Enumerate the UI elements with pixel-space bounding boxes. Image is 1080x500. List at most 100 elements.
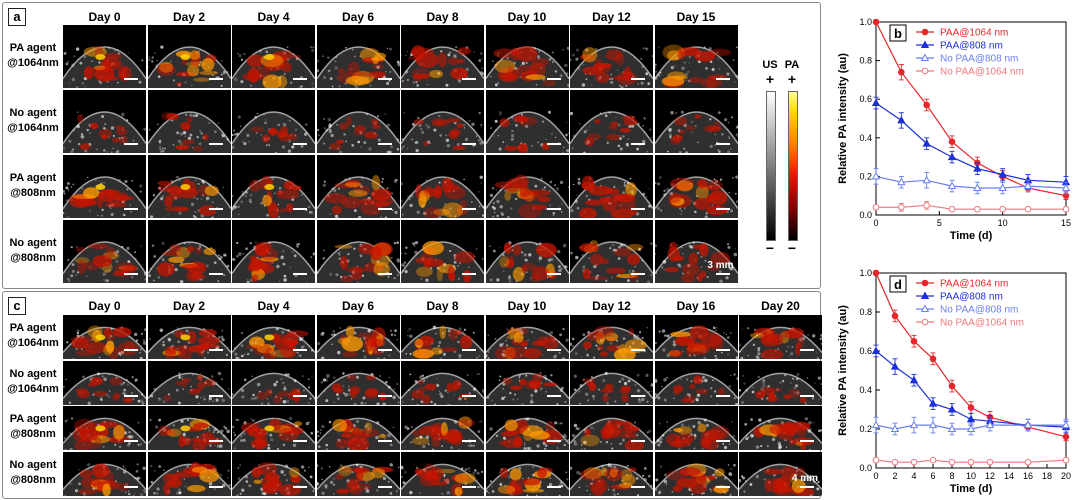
scale-bar bbox=[546, 273, 561, 275]
day-label: Day 2 bbox=[172, 10, 206, 24]
scale-bar bbox=[631, 485, 645, 488]
data-point bbox=[985, 420, 995, 429]
data-point bbox=[910, 337, 918, 345]
data-point bbox=[890, 424, 900, 432]
x-tick-label: 20 bbox=[1061, 471, 1071, 481]
ultrasound-pa-image bbox=[63, 90, 146, 153]
scale-bar bbox=[377, 78, 392, 80]
day-label: Day 4 bbox=[257, 10, 290, 24]
day-label: Day 12 bbox=[592, 299, 631, 313]
legend-label: No PAA@808 nm bbox=[940, 54, 1018, 65]
ultrasound-pa-image bbox=[401, 90, 484, 153]
ultrasound-pa-image bbox=[485, 451, 569, 496]
ultrasound-pa-image bbox=[485, 220, 569, 283]
data-point bbox=[920, 304, 930, 312]
ultrasound-pa-image bbox=[570, 90, 653, 153]
data-point bbox=[1061, 420, 1071, 429]
row-label: No agent @808nm bbox=[5, 236, 61, 266]
scale-bar bbox=[631, 78, 645, 80]
row-label-line: @808nm bbox=[10, 428, 56, 440]
y-tick-label: 0.4 bbox=[859, 133, 872, 143]
x-tick-label: 18 bbox=[1042, 471, 1052, 481]
scale-bar bbox=[631, 143, 645, 145]
ultrasound-pa-image bbox=[570, 25, 653, 88]
scale-bar bbox=[715, 78, 730, 80]
ultrasound-pa-image bbox=[316, 406, 400, 450]
scale-bar bbox=[377, 349, 392, 351]
x-tick-label: 16 bbox=[1023, 471, 1033, 481]
scale-bar bbox=[546, 349, 561, 351]
scale-bar bbox=[377, 485, 392, 488]
day-label: Day 6 bbox=[341, 299, 375, 313]
row-label: PA agent @1064nm bbox=[5, 41, 61, 71]
ultrasound-pa-image bbox=[401, 25, 484, 88]
legend-label: PAA@1064 nm bbox=[940, 279, 1008, 290]
y-tick-label: 0.6 bbox=[859, 94, 872, 104]
data-point bbox=[973, 164, 982, 172]
ultrasound-pa-image bbox=[63, 155, 146, 218]
scale-bar bbox=[208, 78, 223, 80]
ultrasound-pa-image bbox=[316, 220, 400, 283]
ultrasound-pa-image bbox=[63, 25, 146, 88]
day-label: Day 20 bbox=[761, 299, 800, 313]
series-3 bbox=[872, 201, 1070, 213]
data-point bbox=[947, 404, 957, 413]
scale-bar bbox=[124, 273, 138, 275]
ultrasound-pa-image bbox=[232, 155, 315, 218]
ultrasound-pa-image bbox=[654, 315, 738, 359]
panel-a: a US PA + + − − Day 0 Day 2 Day 4 Day 6 Day … bbox=[2, 2, 821, 289]
us-colorbar bbox=[766, 91, 776, 241]
legend-label: No PAA@1064 nm bbox=[940, 67, 1024, 78]
row-label-line: No agent bbox=[9, 458, 57, 471]
row-label-line: @808nm bbox=[10, 473, 56, 486]
panel-c: c Day 0 Day 2 Day 4 Day 6 Day 8 Day 10 Day 12 D… bbox=[2, 291, 822, 499]
ultrasound-pa-image bbox=[401, 220, 484, 283]
chart-d: 0.0 0.2 0.4 0.6 0.8 1.0 0 2 4 6 8 10 12 14 16 18 20 Time … bbox=[837, 268, 1071, 495]
row-label-line: PA agent bbox=[9, 322, 57, 334]
ultrasound-pa-image bbox=[63, 220, 146, 283]
ultrasound-pa-image bbox=[654, 360, 738, 405]
data-point bbox=[920, 40, 930, 48]
ultrasound-pa-image bbox=[485, 90, 569, 153]
data-point bbox=[920, 53, 930, 61]
data-point bbox=[872, 269, 880, 277]
scale-bar bbox=[546, 440, 561, 442]
ultrasound-pa-image bbox=[63, 315, 146, 359]
legend-label: PAA@808 nm bbox=[940, 292, 1003, 303]
scale-bar bbox=[462, 394, 476, 397]
row-label-line: No agent bbox=[9, 236, 57, 249]
row-label: PA agent @808nm bbox=[5, 412, 61, 442]
ultrasound-pa-image bbox=[570, 451, 653, 496]
scale-bar bbox=[546, 78, 561, 80]
data-point bbox=[897, 177, 906, 186]
scale-bar-label: 3 mm bbox=[707, 260, 734, 271]
panel-a-tag: a bbox=[8, 8, 26, 26]
data-point bbox=[891, 458, 899, 466]
ultrasound-pa-image bbox=[739, 315, 822, 359]
data-point bbox=[1062, 205, 1070, 213]
data-point bbox=[929, 456, 937, 464]
us-colorbar-plus: + bbox=[765, 71, 775, 87]
data-point bbox=[928, 399, 938, 407]
scale-bar bbox=[631, 349, 645, 351]
ultrasound-pa-image bbox=[485, 25, 569, 88]
data-point bbox=[966, 424, 976, 432]
ultrasound-pa-image bbox=[570, 360, 653, 405]
ultrasound-pa-image bbox=[401, 406, 484, 450]
scale-bar bbox=[631, 440, 645, 442]
scale-bar bbox=[462, 273, 476, 275]
scale-bar bbox=[462, 78, 476, 80]
ultrasound-pa-image bbox=[654, 406, 738, 450]
ultrasound-pa-image bbox=[316, 315, 400, 359]
scale-bar bbox=[462, 440, 476, 442]
data-point bbox=[871, 420, 881, 429]
ultrasound-pa-image bbox=[654, 155, 738, 218]
data-point bbox=[1023, 181, 1033, 190]
scale-bar bbox=[293, 440, 307, 442]
x-tick-label: 0 bbox=[873, 471, 878, 481]
panel-tag-box bbox=[889, 275, 907, 293]
data-point bbox=[922, 175, 931, 184]
day-label: Day 12 bbox=[592, 10, 631, 24]
ultrasound-pa-image bbox=[232, 360, 315, 405]
x-tick-label: 5 bbox=[937, 218, 942, 228]
